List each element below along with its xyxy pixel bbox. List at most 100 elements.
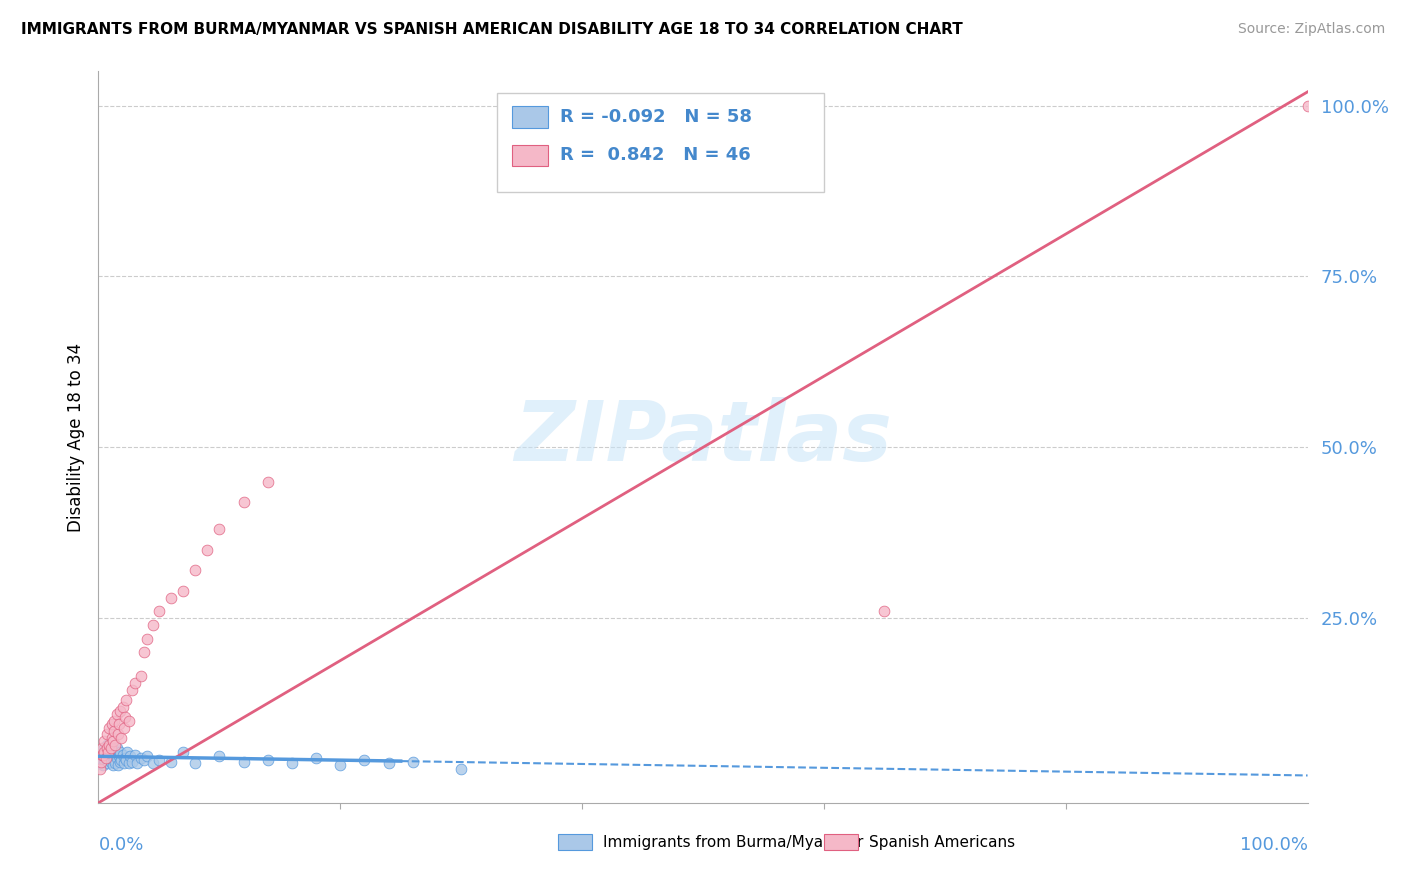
Point — [115, 693, 138, 707]
Text: Immigrants from Burma/Myanmar: Immigrants from Burma/Myanmar — [603, 835, 863, 850]
Point — [172, 745, 194, 759]
Point — [329, 758, 352, 772]
Point — [101, 747, 124, 762]
Point — [91, 741, 114, 756]
Point — [112, 756, 135, 771]
Point — [100, 739, 122, 754]
FancyBboxPatch shape — [512, 145, 548, 167]
Point — [184, 756, 207, 771]
Point — [97, 747, 120, 761]
Point — [142, 618, 165, 632]
Point — [103, 753, 125, 767]
Point — [104, 738, 127, 752]
Point — [91, 747, 114, 762]
Text: Source: ZipAtlas.com: Source: ZipAtlas.com — [1237, 22, 1385, 37]
Point — [93, 745, 115, 759]
Point — [135, 632, 157, 646]
Point — [114, 710, 136, 724]
Point — [118, 714, 141, 728]
Point — [232, 495, 254, 509]
Point — [107, 727, 129, 741]
Point — [105, 741, 128, 756]
Point — [112, 721, 135, 735]
Text: R =  0.842   N = 46: R = 0.842 N = 46 — [561, 146, 751, 164]
Point — [90, 756, 112, 771]
Point — [377, 756, 399, 771]
Point — [148, 753, 170, 767]
FancyBboxPatch shape — [498, 94, 824, 192]
Point — [103, 743, 125, 757]
Point — [256, 753, 278, 767]
Point — [103, 714, 125, 728]
Point — [101, 734, 124, 748]
Point — [114, 751, 136, 765]
Point — [134, 645, 156, 659]
Point — [101, 758, 124, 772]
Point — [98, 751, 121, 765]
Point — [172, 583, 194, 598]
Point — [96, 741, 118, 756]
Point — [104, 756, 127, 771]
Point — [96, 738, 118, 752]
Point — [256, 475, 278, 489]
Point — [108, 745, 131, 759]
Point — [232, 755, 254, 769]
Point — [100, 745, 122, 759]
Point — [115, 753, 138, 767]
Point — [100, 755, 122, 769]
Text: ZIPatlas: ZIPatlas — [515, 397, 891, 477]
Point — [160, 755, 183, 769]
Point — [121, 683, 143, 698]
Point — [91, 747, 114, 762]
Point — [118, 756, 141, 771]
Point — [105, 751, 128, 765]
Text: 0.0%: 0.0% — [98, 837, 143, 855]
Point — [103, 724, 125, 739]
Point — [110, 731, 132, 745]
Point — [93, 734, 115, 748]
Point — [108, 749, 131, 764]
Point — [108, 755, 131, 769]
Point — [142, 756, 165, 771]
Point — [98, 738, 121, 752]
Y-axis label: Disability Age 18 to 34: Disability Age 18 to 34 — [66, 343, 84, 532]
Point — [91, 758, 114, 772]
Point — [124, 747, 146, 762]
Point — [105, 706, 128, 721]
Point — [94, 745, 117, 759]
Point — [134, 753, 156, 767]
Point — [100, 749, 122, 764]
FancyBboxPatch shape — [824, 834, 858, 850]
Point — [100, 717, 122, 731]
Point — [127, 756, 149, 771]
Point — [110, 753, 132, 767]
Point — [281, 756, 304, 771]
Point — [160, 591, 183, 605]
Point — [305, 751, 328, 765]
Point — [98, 742, 121, 756]
Point — [108, 704, 131, 718]
Point — [117, 745, 139, 759]
Point — [129, 669, 152, 683]
Text: IMMIGRANTS FROM BURMA/MYANMAR VS SPANISH AMERICAN DISABILITY AGE 18 TO 34 CORREL: IMMIGRANTS FROM BURMA/MYANMAR VS SPANISH… — [21, 22, 963, 37]
Point — [121, 755, 143, 769]
Point — [402, 755, 425, 769]
Point — [1296, 98, 1319, 112]
Point — [91, 747, 114, 762]
Text: Spanish Americans: Spanish Americans — [869, 835, 1015, 850]
Point — [111, 700, 134, 714]
Point — [98, 721, 121, 735]
Point — [873, 604, 896, 618]
Point — [450, 762, 472, 776]
Point — [93, 741, 115, 756]
Point — [111, 747, 134, 762]
Point — [100, 731, 122, 745]
Point — [90, 755, 112, 769]
Text: R = -0.092   N = 58: R = -0.092 N = 58 — [561, 108, 752, 126]
Point — [97, 756, 120, 771]
Point — [97, 745, 120, 759]
Point — [104, 747, 127, 761]
Point — [100, 741, 122, 756]
Point — [353, 753, 375, 767]
Point — [195, 542, 218, 557]
